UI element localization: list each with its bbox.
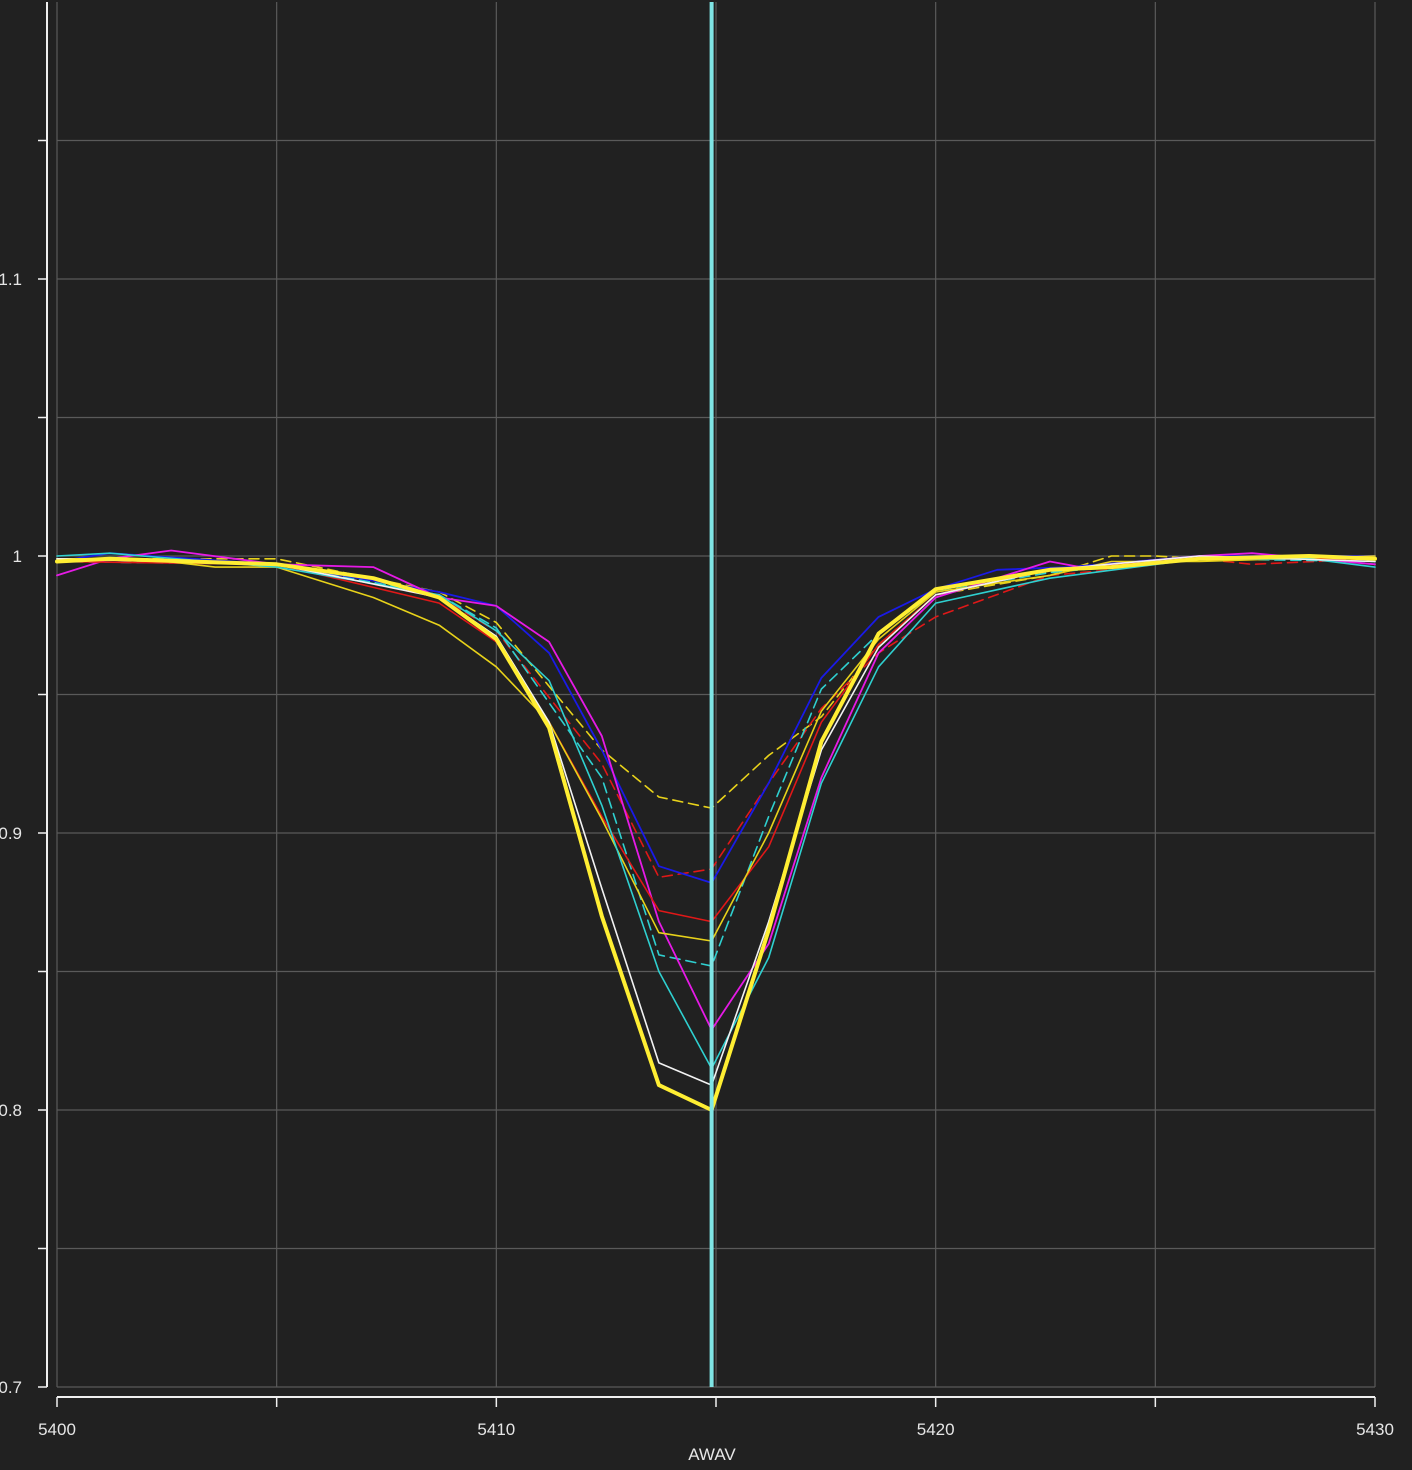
x-axis-title: AWAV (688, 1445, 736, 1464)
x-tick-label: 5420 (917, 1420, 955, 1439)
x-tick-label: 5410 (477, 1420, 515, 1439)
y-tick-label: 1 (13, 547, 22, 566)
grid (56, 2, 1376, 1388)
y-tick-label: 0.8 (0, 1101, 22, 1120)
axes (38, 2, 1376, 1407)
x-tick-label: 5400 (38, 1420, 76, 1439)
series-line-2 (56, 557, 1376, 879)
series-line-1 (56, 555, 1376, 809)
y-tick-label: 0.7 (0, 1378, 22, 1397)
y-tick-label: 0.9 (0, 824, 22, 843)
tick-labels: 5400 5410 5420 5430 0.8 0.9 1 1.1 0.7 (0, 270, 1394, 1439)
series-line-3 (56, 557, 1376, 967)
x-tick-label: 5430 (1356, 1420, 1394, 1439)
y-tick-label: 1.1 (0, 270, 22, 289)
